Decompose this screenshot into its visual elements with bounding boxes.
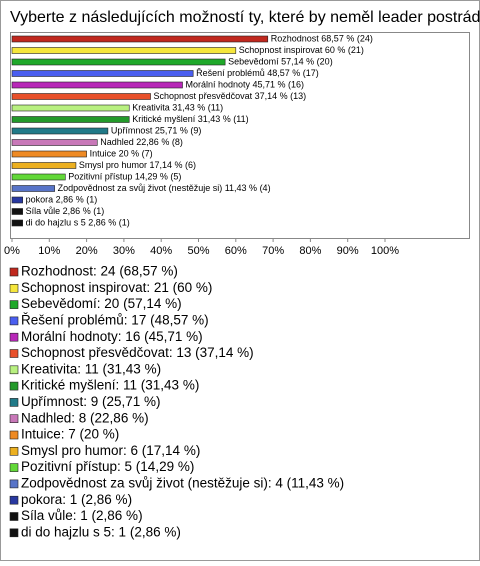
legend-swatch — [9, 398, 19, 407]
legend-swatch — [9, 332, 19, 342]
bar — [11, 219, 23, 227]
legend-label: Schopnost přesvědčovat: 13 (37,14 %) — [21, 345, 254, 360]
legend-label: Intuice: 7 (20 %) — [21, 427, 119, 442]
legend-label: Síla vůle: 1 (2,86 %) — [21, 508, 143, 523]
legend-label: Sebevědomí: 20 (57,14 %) — [21, 296, 182, 311]
bar — [11, 196, 23, 204]
x-tick-label: 10% — [38, 245, 60, 257]
data-label: Sebevědomí 57,14 % (20) — [228, 56, 333, 66]
bar — [11, 139, 98, 146]
bar — [11, 35, 269, 43]
chart-title: Vyberte z následujících možností ty, kte… — [10, 9, 480, 26]
bar — [11, 116, 130, 123]
bar — [11, 47, 237, 54]
data-label: Schopnost inspirovat 60 % (21) — [239, 45, 364, 55]
data-label: Smysl pro humor 17,14 % (6) — [79, 160, 196, 170]
legend-label: di do hajzlu s 5: 1 (2,86 %) — [21, 524, 181, 539]
x-tick-label: 60% — [225, 245, 247, 257]
legend-swatch — [9, 512, 19, 521]
bar — [11, 93, 151, 100]
legend-label: Zodpovědnost za svůj život (nestěžuje si… — [21, 475, 344, 490]
data-label: Zodpovědnost za svůj život (nestěžuje si… — [58, 183, 271, 193]
legend-swatch — [9, 381, 19, 391]
legend-label: Pozitivní přístup: 5 (14,29 %) — [21, 459, 194, 474]
bar — [11, 208, 23, 215]
bar — [11, 185, 55, 192]
data-label: Nadhled 22,86 % (8) — [100, 137, 183, 147]
x-tick-label: 70% — [262, 245, 284, 257]
bar — [11, 58, 226, 66]
x-tick-label: 100% — [371, 245, 399, 257]
bar — [11, 104, 130, 112]
data-label: Pozitivní přístup 14,29 % (5) — [68, 171, 181, 181]
x-tick-label: 90% — [337, 245, 359, 257]
legend-swatch — [9, 430, 19, 440]
legend-label: Rozhodnost: 24 (68,57 %) — [21, 264, 178, 279]
legend-label: Nadhled: 8 (22,86 %) — [21, 410, 149, 425]
legend-swatch — [9, 283, 19, 293]
bar — [11, 173, 66, 181]
legend-swatch — [9, 446, 19, 456]
legend-swatch — [9, 316, 19, 326]
data-label: Kreativita 31,43 % (11) — [132, 102, 223, 112]
legend-swatch — [9, 495, 19, 505]
data-label: Rozhodnost 68,57 % (24) — [271, 33, 373, 43]
legend-swatch — [9, 300, 19, 309]
legend-swatch — [9, 479, 19, 489]
legend-swatch — [9, 267, 19, 277]
bar — [11, 127, 109, 135]
x-tick-label: 30% — [113, 245, 135, 257]
data-label: di do hajzlu s 5 2,86 % (1) — [26, 217, 130, 227]
legend-swatch — [9, 365, 19, 375]
legend-label: Morální hodnoty: 16 (45,71 %) — [21, 329, 203, 344]
legend-swatch — [9, 528, 19, 538]
data-label: Upřímnost 25,71 % (9) — [111, 125, 202, 135]
legend-label: Schopnost inspirovat: 21 (60 %) — [21, 280, 212, 295]
legend-swatch — [9, 349, 19, 358]
x-tick-label: 0% — [4, 245, 20, 257]
bar — [11, 70, 194, 77]
data-label: Morální hodnoty 45,71 % (16) — [185, 79, 304, 89]
x-tick-label: 40% — [150, 245, 172, 257]
x-tick-label: 80% — [299, 245, 321, 257]
legend-label: Kreativita: 11 (31,43 %) — [21, 361, 161, 376]
bar — [11, 150, 87, 158]
plot-frame — [10, 32, 470, 239]
bar — [11, 81, 183, 89]
legend-label: Kritické myšlení: 11 (31,43 %) — [21, 378, 199, 393]
x-tick-label: 20% — [76, 245, 98, 257]
legend-label: Upřímnost: 9 (25,71 %) — [21, 394, 161, 409]
data-label: Řešení problémů 48,57 % (17) — [196, 68, 319, 78]
legend-swatch — [9, 463, 19, 472]
data-label: pokora 2,86 % (1) — [26, 194, 98, 204]
x-tick-label: 50% — [187, 245, 209, 257]
data-label: Intuice 20 % (7) — [90, 148, 153, 158]
data-label: Síla vůle 2,86 % (1) — [26, 206, 105, 216]
data-label: Schopnost přesvědčovat 37,14 % (13) — [154, 91, 307, 101]
data-label: Kritické myšlení 31,43 % (11) — [132, 114, 248, 124]
legend-swatch — [9, 414, 19, 424]
bar — [11, 162, 77, 169]
legend-label: Řešení problémů: 17 (48,57 %) — [21, 312, 209, 327]
legend-label: Smysl pro humor: 6 (17,14 %) — [21, 443, 200, 458]
legend-label: pokora: 1 (2,86 %) — [21, 492, 132, 507]
